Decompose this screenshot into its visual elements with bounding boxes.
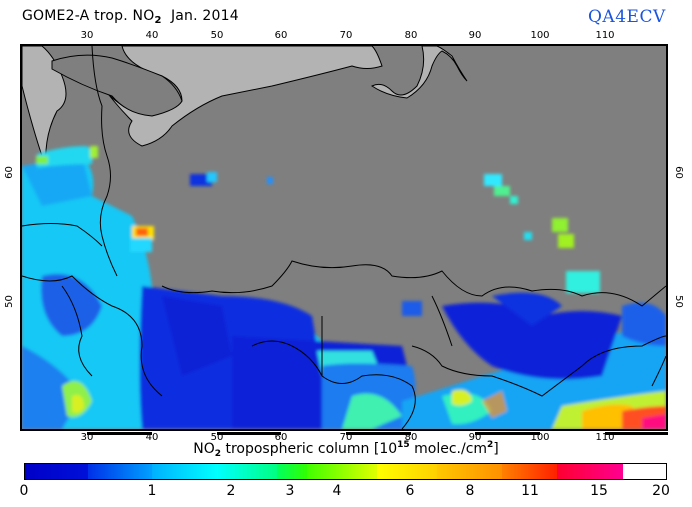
x-tick-bottom: 110 (595, 432, 615, 443)
colorbar-segment (502, 464, 557, 479)
colorbar-segment (25, 464, 88, 479)
colorbar-segment (557, 464, 623, 479)
x-tick-top: 100 (530, 30, 550, 41)
x-tick-top: 70 (339, 30, 353, 41)
x-tick-top: 90 (468, 30, 482, 41)
colorbar (24, 463, 667, 480)
x-tick-bottom: 40 (145, 432, 159, 443)
colorbar-tick-label: 3 (285, 483, 295, 499)
edge-tick (475, 432, 540, 435)
colorbar-segment (377, 464, 437, 479)
x-tick-top: 110 (595, 30, 615, 41)
no2-map-plot (22, 46, 666, 429)
x-tick-top: 50 (210, 30, 224, 41)
edge-tick (217, 432, 281, 435)
x-tick-bottom: 70 (339, 432, 353, 443)
x-tick-bottom: 80 (404, 432, 418, 443)
map-title: GOME2-A trop. NO2 Jan. 2014 (22, 8, 239, 26)
colorbar-tick-label: 0 (19, 483, 29, 499)
colorbar-tick-label: 15 (590, 483, 608, 499)
y-tick-right: 60 (672, 166, 684, 179)
x-tick-bottom: 30 (80, 432, 94, 443)
x-tick-top: 40 (145, 30, 159, 41)
y-tick-left: 60 (3, 166, 15, 179)
x-tick-bottom: 90 (468, 432, 482, 443)
colorbar-segment (152, 464, 217, 479)
colorbar-segment (307, 464, 377, 479)
colorbar-tick-label: 6 (405, 483, 415, 499)
colorbar-tick-label: 20 (652, 483, 670, 499)
colorbar-segment (217, 464, 277, 479)
map-panel (20, 44, 668, 431)
x-tick-bottom: 100 (530, 432, 550, 443)
x-tick-top: 30 (80, 30, 94, 41)
colorbar-title: NO2 tropospheric column [1015 molec./cm2… (193, 440, 499, 459)
colorbar-tick-label: 11 (521, 483, 539, 499)
edge-tick (87, 432, 152, 435)
colorbar-tick-label: 8 (465, 483, 475, 499)
colorbar-tick-label: 1 (147, 483, 157, 499)
x-tick-top: 60 (274, 30, 288, 41)
y-tick-left: 50 (3, 295, 15, 308)
colorbar-tick-label: 2 (226, 483, 236, 499)
x-tick-bottom: 60 (274, 432, 288, 443)
y-tick-right: 50 (672, 295, 684, 308)
x-tick-bottom: 50 (210, 432, 224, 443)
edge-tick (605, 432, 668, 435)
country-borders (22, 46, 666, 429)
colorbar-segment (277, 464, 307, 479)
edge-tick (346, 432, 411, 435)
colorbar-segment (437, 464, 502, 479)
colorbar-segment (88, 464, 152, 479)
no2-data-layer (22, 146, 666, 429)
x-tick-top: 80 (404, 30, 418, 41)
brand-label: QA4ECV (588, 7, 666, 27)
colorbar-tick-label: 4 (332, 483, 342, 499)
